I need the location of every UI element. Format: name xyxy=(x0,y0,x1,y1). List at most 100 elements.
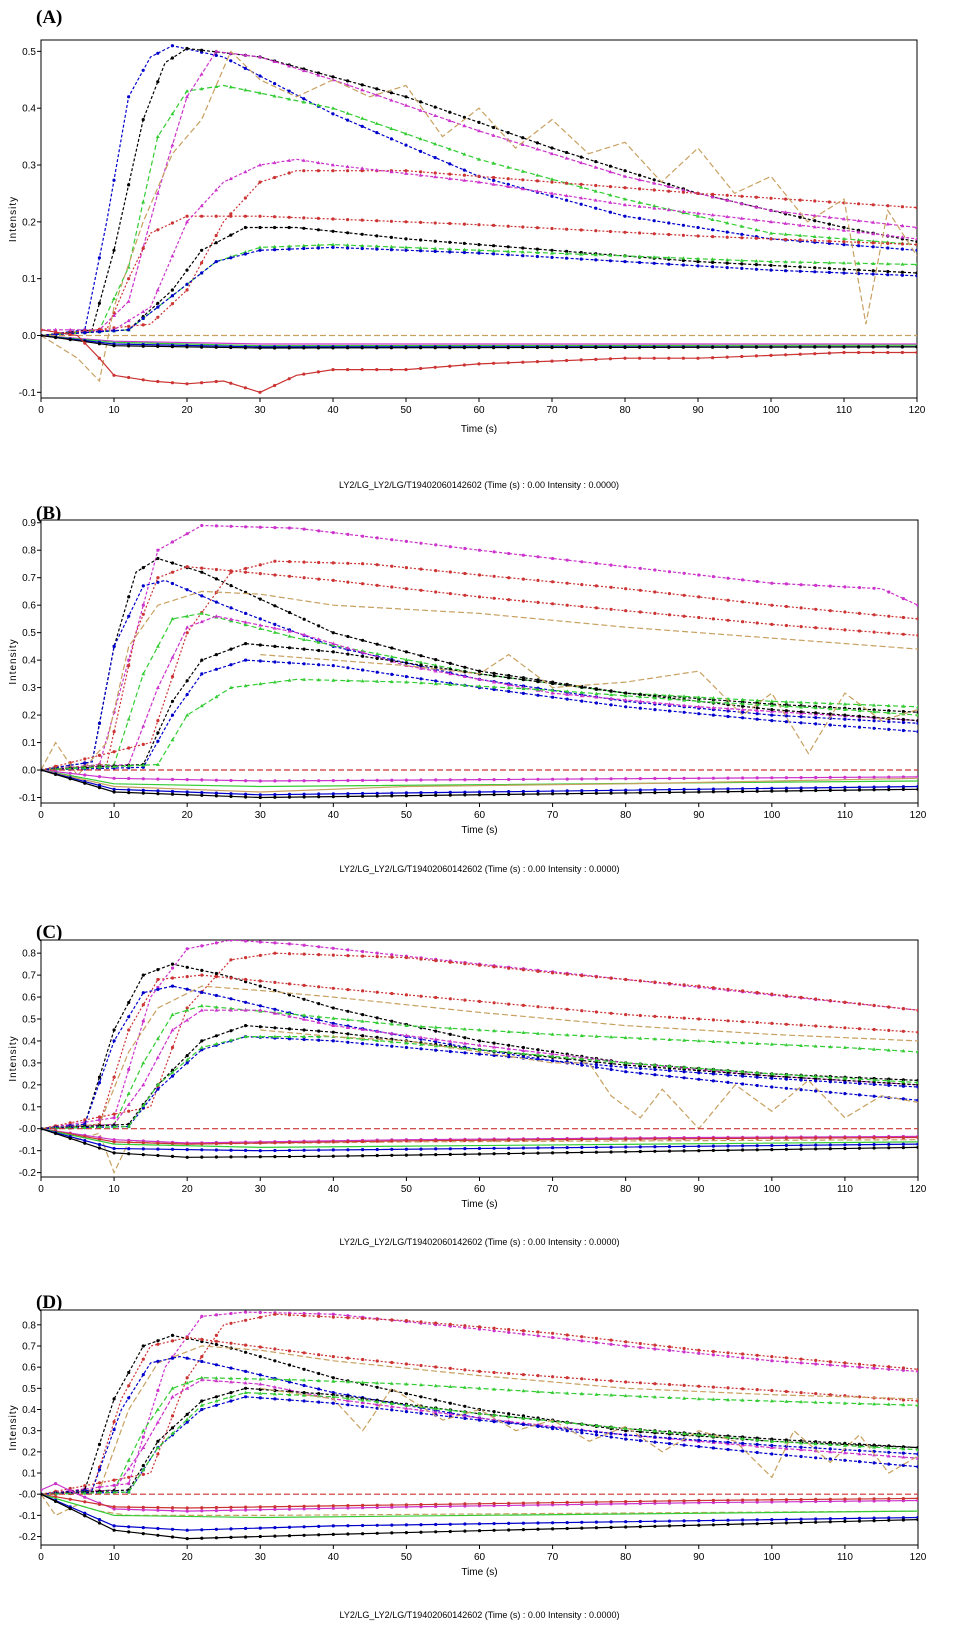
series-marker xyxy=(200,248,204,252)
series-marker xyxy=(229,1527,233,1531)
series-marker xyxy=(667,1348,672,1352)
series-marker xyxy=(536,578,540,583)
series-marker xyxy=(200,1337,204,1341)
series-marker xyxy=(127,95,131,99)
series-marker xyxy=(755,1522,759,1526)
y-tick-label: -0.2 xyxy=(19,1168,37,1179)
series-marker xyxy=(521,789,526,794)
series-marker xyxy=(302,346,306,350)
series-marker xyxy=(710,213,715,217)
series-marker xyxy=(609,1342,613,1346)
series-marker xyxy=(375,346,379,350)
series-marker xyxy=(127,1067,131,1072)
series-marker xyxy=(199,1377,204,1382)
series-marker xyxy=(302,1383,306,1388)
series-line-11 xyxy=(260,1387,918,1479)
series-marker xyxy=(608,229,613,234)
series-marker xyxy=(769,1042,774,1046)
series-marker xyxy=(141,1467,146,1472)
series-marker xyxy=(389,1031,394,1035)
series-marker xyxy=(506,177,510,181)
series-marker xyxy=(725,230,729,234)
series-marker xyxy=(564,251,569,256)
series-marker xyxy=(711,700,716,704)
series-marker xyxy=(741,1082,745,1086)
series-marker xyxy=(185,987,189,991)
series-marker xyxy=(916,603,918,607)
series-marker xyxy=(594,701,599,705)
series-marker xyxy=(814,1440,818,1444)
series-marker xyxy=(682,703,687,707)
series-marker xyxy=(901,1516,906,1520)
series-marker xyxy=(754,267,759,271)
series-marker xyxy=(229,617,233,621)
series-marker xyxy=(638,173,642,177)
series-marker xyxy=(112,1483,116,1487)
series-marker xyxy=(769,237,773,241)
series-marker xyxy=(375,247,379,251)
series-marker xyxy=(448,1152,452,1156)
series-marker xyxy=(521,792,526,796)
series-marker xyxy=(784,1438,789,1442)
series-marker xyxy=(492,1370,496,1375)
series-marker xyxy=(447,118,452,123)
series-marker xyxy=(887,1444,891,1448)
series-marker xyxy=(551,1146,555,1150)
series-marker xyxy=(141,991,145,995)
series-marker xyxy=(608,259,613,263)
y-tick-label: 0.7 xyxy=(22,971,36,982)
series-marker xyxy=(170,1142,175,1146)
series-marker xyxy=(521,1521,526,1525)
series-marker xyxy=(361,791,365,796)
series-marker xyxy=(200,214,204,218)
series-marker xyxy=(769,1399,774,1403)
series-marker xyxy=(828,1400,833,1405)
series-marker xyxy=(375,219,379,223)
series-marker xyxy=(112,1116,116,1120)
series-marker xyxy=(535,141,540,145)
series-marker xyxy=(316,1034,321,1038)
series-marker xyxy=(141,1141,145,1145)
series-marker xyxy=(726,1148,730,1152)
series-marker xyxy=(404,657,409,661)
series-marker xyxy=(652,696,657,700)
series-marker xyxy=(667,345,671,349)
series-marker xyxy=(741,600,745,604)
series-marker xyxy=(521,691,526,696)
series-marker xyxy=(887,788,891,792)
series-marker xyxy=(112,1075,116,1079)
series-marker xyxy=(287,1349,292,1353)
series-marker xyxy=(828,1044,833,1049)
series-marker xyxy=(551,1527,555,1531)
series-marker xyxy=(593,252,598,257)
series-marker xyxy=(550,359,554,363)
series-marker xyxy=(594,1500,599,1504)
series-marker xyxy=(755,1136,759,1140)
series-marker xyxy=(419,567,423,571)
series-marker xyxy=(813,270,817,274)
series-marker xyxy=(156,548,160,552)
series-marker xyxy=(360,243,365,248)
series-marker xyxy=(740,266,744,270)
series-marker xyxy=(141,1106,145,1110)
series-marker xyxy=(624,791,628,795)
series-marker xyxy=(463,778,467,782)
series-marker xyxy=(273,644,277,649)
series-marker xyxy=(696,260,700,264)
series-marker xyxy=(653,1149,657,1153)
series-marker xyxy=(828,1517,832,1521)
series-marker xyxy=(594,258,598,262)
series-marker xyxy=(551,792,555,796)
series-marker xyxy=(799,710,803,714)
series-marker xyxy=(521,1329,526,1333)
series-marker xyxy=(83,1514,87,1518)
series-marker xyxy=(901,1445,906,1449)
series-marker xyxy=(200,1314,204,1318)
series-marker xyxy=(667,1137,672,1141)
series-marker xyxy=(316,640,321,644)
series-marker xyxy=(741,1498,745,1502)
series-marker xyxy=(214,1395,218,1399)
series-marker xyxy=(214,1339,218,1343)
series-marker xyxy=(872,1363,876,1368)
series-marker xyxy=(550,1390,555,1394)
